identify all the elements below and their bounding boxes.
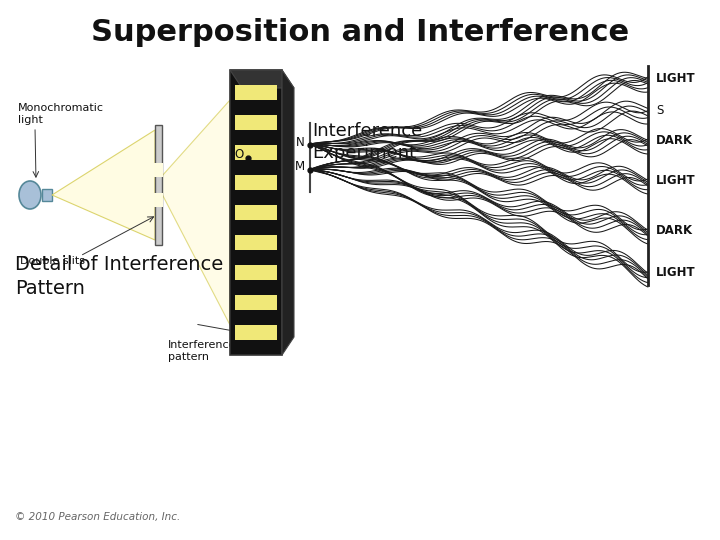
Bar bbox=[235, 85, 277, 100]
Bar bbox=[42, 189, 52, 201]
Bar bbox=[154, 163, 163, 177]
Text: Monochromatic
light: Monochromatic light bbox=[18, 103, 104, 125]
Bar bbox=[235, 175, 277, 190]
Polygon shape bbox=[162, 100, 230, 325]
Bar bbox=[154, 193, 163, 207]
Ellipse shape bbox=[19, 181, 41, 209]
Text: Interference
pattern: Interference pattern bbox=[168, 340, 236, 362]
Text: DARK: DARK bbox=[656, 224, 693, 237]
Text: N: N bbox=[296, 136, 305, 148]
Text: Detail of Interference
Pattern: Detail of Interference Pattern bbox=[15, 255, 223, 298]
Text: LIGHT: LIGHT bbox=[656, 267, 696, 280]
Text: LIGHT: LIGHT bbox=[656, 71, 696, 84]
Text: DARK: DARK bbox=[656, 133, 693, 146]
Bar bbox=[235, 295, 277, 310]
Bar bbox=[235, 145, 277, 160]
Text: O: O bbox=[235, 148, 244, 161]
Bar bbox=[155, 125, 162, 245]
Text: Superposition and Interference: Superposition and Interference bbox=[91, 18, 629, 47]
Bar bbox=[235, 205, 277, 220]
Bar bbox=[235, 235, 277, 250]
Bar bbox=[235, 115, 277, 130]
Polygon shape bbox=[230, 70, 294, 88]
Text: LIGHT: LIGHT bbox=[656, 173, 696, 186]
Bar bbox=[230, 70, 282, 355]
Text: M: M bbox=[295, 160, 305, 173]
Polygon shape bbox=[52, 130, 155, 240]
Bar bbox=[235, 265, 277, 280]
Text: © 2010 Pearson Education, Inc.: © 2010 Pearson Education, Inc. bbox=[15, 512, 180, 522]
Bar bbox=[235, 325, 277, 340]
Text: Interference
Experiment: Interference Experiment bbox=[312, 122, 422, 162]
Polygon shape bbox=[282, 70, 294, 355]
Text: Double slits: Double slits bbox=[20, 256, 85, 266]
Text: S: S bbox=[656, 104, 663, 117]
